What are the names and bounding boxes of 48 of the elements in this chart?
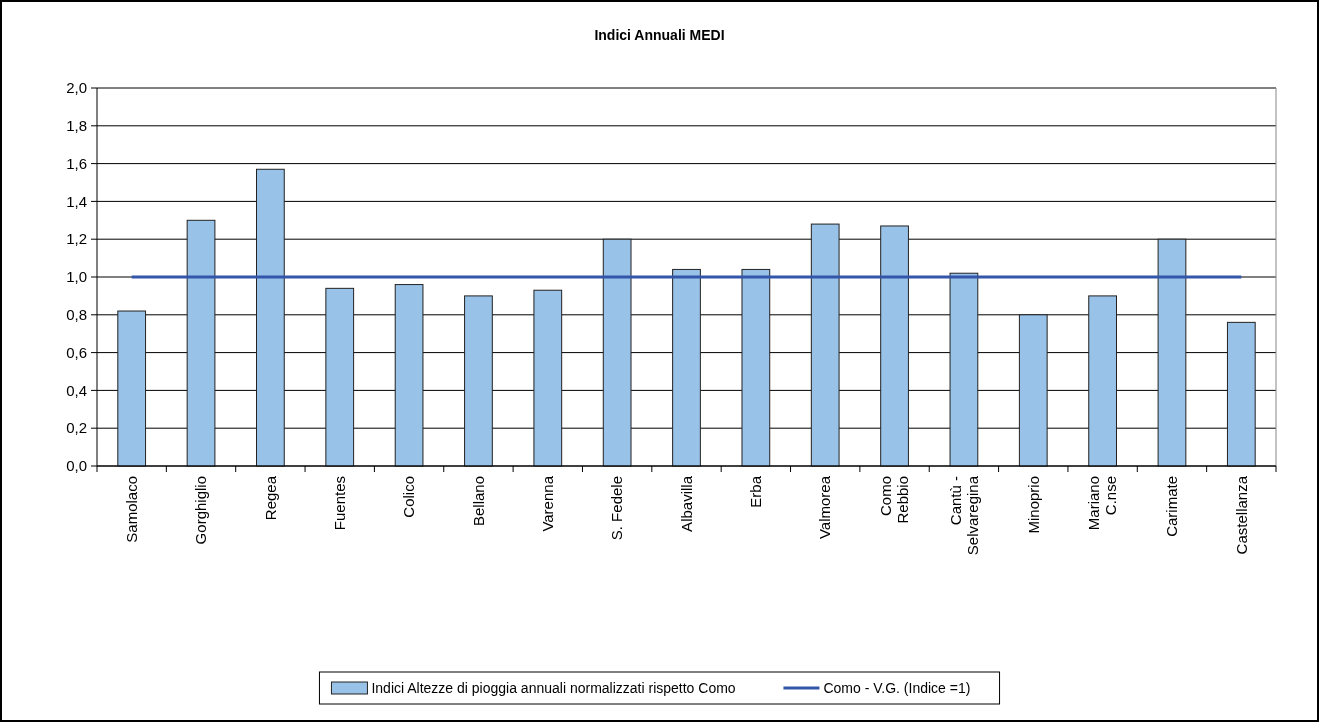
bar [810,223,840,467]
x-tick-label: Regea [261,475,279,521]
bar [325,287,355,467]
x-tick-label: Erba [747,475,765,508]
bar [117,310,147,467]
x-tick-label: Colico [400,476,418,518]
y-tick-label: 1,8 [66,117,87,135]
bar [533,289,563,467]
bar [672,268,701,467]
bar [394,284,424,467]
x-tick-label: Castellanza [1232,475,1250,555]
y-tick-label: 0,0 [66,457,87,475]
bar [1157,238,1187,467]
x-tick-label: S. Fedele [608,476,626,541]
x-tick-label: Valmorea [816,475,834,540]
x-tick-label: Samolaco [122,476,140,543]
bar [186,219,216,467]
chart-title: Indici Annuali MEDI [594,27,725,43]
bar [741,268,771,467]
x-tick-label: Minoprio [1024,476,1042,534]
y-tick-label: 0,4 [66,381,87,399]
y-tick-label: 1,4 [66,192,87,210]
y-tick-label: 2,0 [66,79,87,97]
x-tick-label: Varenna [539,475,557,532]
bar [256,168,285,467]
y-tick-label: 1,2 [66,230,87,248]
x-tick-label: Fuentes [330,476,348,531]
bar [1018,314,1048,467]
y-tick-label: 0,8 [66,306,87,324]
bar [602,238,632,467]
bar [1088,295,1117,467]
bar [949,272,979,467]
x-tick-label: Bellano [469,476,487,527]
bar [880,225,909,467]
x-tick-label: Como Rebbio [877,476,912,524]
x-tick-label: Mariano C.nse [1085,476,1120,531]
legend-label: Indici Altezze di pioggia annuali normalizzati rispetto Como [371,679,736,696]
y-tick-label: 1,6 [66,154,87,172]
bar [1226,321,1256,467]
y-tick-label: 1,0 [66,268,87,286]
x-tick-label: Albavilla [677,475,695,532]
y-tick-label: 0,6 [66,343,87,361]
x-tick-label: Cantù - Selvaregina [946,475,981,556]
bar [464,295,493,467]
legend-label: Como - V.G. (Indice =1) [823,679,971,696]
y-tick-label: 0,2 [66,419,87,437]
x-tick-label: Gorghiglio [192,476,210,545]
x-tick-label: Carimate [1163,476,1181,537]
